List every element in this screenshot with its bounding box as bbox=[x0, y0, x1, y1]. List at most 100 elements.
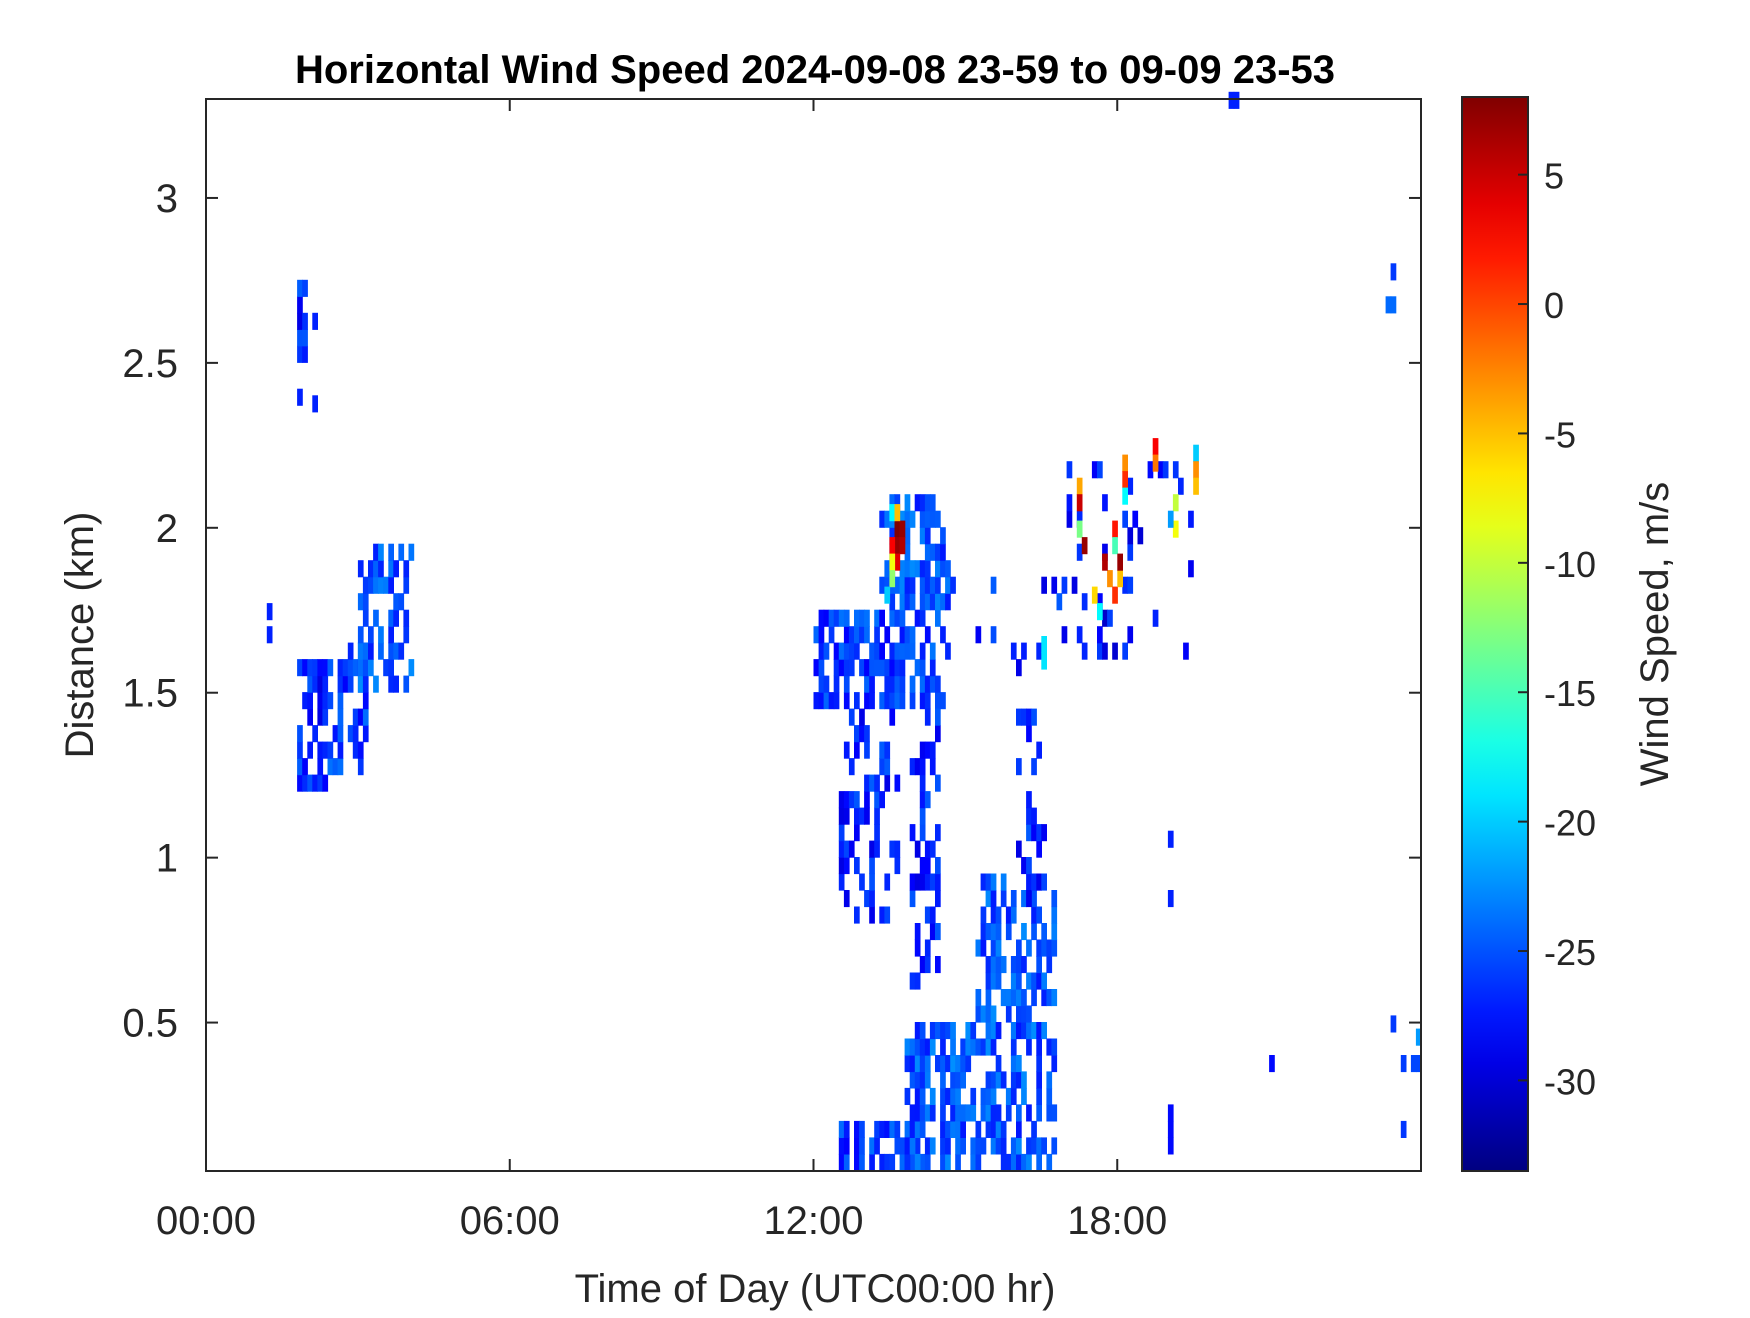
heatmap-cell bbox=[1071, 576, 1078, 594]
heatmap-cell bbox=[960, 1038, 966, 1056]
heatmap-cell bbox=[393, 560, 399, 578]
heatmap-cell bbox=[945, 1087, 951, 1105]
heatmap-cell bbox=[1112, 520, 1118, 538]
heatmap-cell bbox=[1112, 537, 1118, 555]
heatmap-cell bbox=[889, 553, 896, 571]
y-axis-label: Distance (km) bbox=[58, 512, 102, 759]
heatmap-cell bbox=[1021, 989, 1027, 1007]
heatmap-cell bbox=[869, 857, 875, 875]
heatmap-cell bbox=[914, 1104, 921, 1122]
heatmap-cell bbox=[1415, 1055, 1422, 1073]
heatmap-cell bbox=[317, 659, 324, 677]
heatmap-cell bbox=[1127, 527, 1134, 545]
heatmap-cell bbox=[919, 560, 926, 578]
heatmap-cell bbox=[985, 873, 992, 891]
heatmap-cell bbox=[322, 675, 329, 693]
heatmap-cell bbox=[919, 956, 926, 974]
heatmap-cell bbox=[1167, 830, 1174, 848]
heatmap-cell bbox=[990, 923, 997, 941]
heatmap-cell bbox=[884, 586, 891, 604]
heatmap-cell bbox=[833, 642, 840, 660]
heatmap-cell bbox=[388, 675, 394, 693]
heatmap-cell bbox=[955, 1071, 961, 1089]
heatmap-cell bbox=[1021, 1022, 1027, 1040]
heatmap-cell bbox=[1102, 553, 1108, 571]
heatmap-cell bbox=[302, 312, 308, 330]
heatmap-cell bbox=[1041, 824, 1047, 842]
heatmap-cell bbox=[393, 642, 399, 660]
heatmap-cell bbox=[357, 659, 364, 677]
heatmap-cell bbox=[1031, 890, 1037, 908]
heatmap-cell bbox=[1127, 543, 1134, 561]
heatmap-cell bbox=[970, 1087, 977, 1105]
heatmap-cell bbox=[970, 1137, 977, 1155]
heatmap-cell bbox=[935, 1022, 941, 1040]
heatmap-cell bbox=[1016, 1120, 1022, 1138]
heatmap-cell bbox=[1193, 444, 1199, 462]
heatmap-cell bbox=[357, 675, 364, 693]
heatmap-cell bbox=[1005, 1005, 1012, 1023]
heatmap-cell bbox=[924, 791, 931, 809]
heatmap-cell bbox=[1112, 586, 1118, 604]
heatmap-cell bbox=[327, 758, 334, 776]
heatmap-cell bbox=[884, 1153, 891, 1171]
heatmap-cell bbox=[990, 576, 997, 594]
x-tick-label: 12:00 bbox=[763, 1199, 863, 1243]
heatmap-cell bbox=[1178, 477, 1184, 495]
heatmap-cell bbox=[337, 741, 344, 759]
colorbar-ticks: 5 0 -5 -10 -15 -20 -25 -30 bbox=[1518, 156, 1596, 1102]
heatmap-cell bbox=[940, 692, 946, 710]
heatmap-cell bbox=[919, 527, 926, 545]
heatmap-cell bbox=[909, 1104, 916, 1122]
heatmap-cell bbox=[1016, 1005, 1022, 1023]
heatmap-cell bbox=[904, 593, 911, 611]
heatmap-cell bbox=[869, 1153, 875, 1171]
heatmap-cell bbox=[859, 1120, 865, 1138]
heatmap-cell bbox=[1041, 576, 1047, 594]
x-tick-label: 06:00 bbox=[460, 1199, 560, 1243]
heatmap-cell bbox=[297, 725, 303, 743]
heatmap-cell bbox=[398, 593, 405, 611]
heatmap-cell bbox=[352, 708, 359, 726]
heatmap-cell bbox=[1016, 1137, 1022, 1155]
heatmap-cell bbox=[889, 609, 896, 627]
heatmap-cell bbox=[854, 642, 860, 660]
heatmap-cell bbox=[990, 873, 997, 891]
heatmap-cell bbox=[1041, 989, 1047, 1007]
heatmap-cell bbox=[843, 1137, 850, 1155]
heatmap-cell bbox=[1010, 1087, 1017, 1105]
heatmap-cell bbox=[1051, 1137, 1058, 1155]
heatmap-cell bbox=[302, 279, 308, 297]
heatmap-cell bbox=[373, 609, 379, 627]
heatmap-cell bbox=[864, 692, 870, 710]
heatmap-cell bbox=[935, 725, 941, 743]
heatmap-cell bbox=[322, 741, 329, 759]
heatmap-cell bbox=[403, 576, 410, 594]
heatmap-cell bbox=[940, 1153, 946, 1171]
heatmap-cell bbox=[1122, 454, 1128, 472]
heatmap-cell bbox=[1415, 1028, 1422, 1046]
heatmap-cell bbox=[995, 1137, 1002, 1155]
heatmap-cell bbox=[924, 1137, 931, 1155]
heatmap-cell bbox=[357, 642, 364, 660]
heatmap-cell bbox=[919, 1120, 926, 1138]
heatmap-cell bbox=[297, 312, 303, 330]
heatmap-cell bbox=[894, 840, 901, 858]
heatmap-cell bbox=[833, 659, 840, 677]
heatmap-cell bbox=[879, 609, 885, 627]
heatmap-cell bbox=[929, 543, 936, 561]
heatmap-cell bbox=[368, 560, 374, 578]
heatmap-cell bbox=[889, 659, 896, 677]
heatmap-cell bbox=[909, 972, 916, 990]
heatmap-cell bbox=[980, 939, 987, 957]
heatmap-cell bbox=[362, 593, 369, 611]
heatmap-cell bbox=[975, 1038, 982, 1056]
heatmap-cell bbox=[894, 659, 901, 677]
heatmap-cell bbox=[1031, 972, 1037, 990]
heatmap-cell bbox=[970, 1104, 977, 1122]
heatmap-cell bbox=[914, 659, 921, 677]
heatmap-cell bbox=[995, 1055, 1002, 1073]
heatmap-cell bbox=[1036, 1022, 1042, 1040]
heatmap-cell bbox=[889, 675, 896, 693]
heatmap-cell bbox=[1005, 1153, 1012, 1171]
